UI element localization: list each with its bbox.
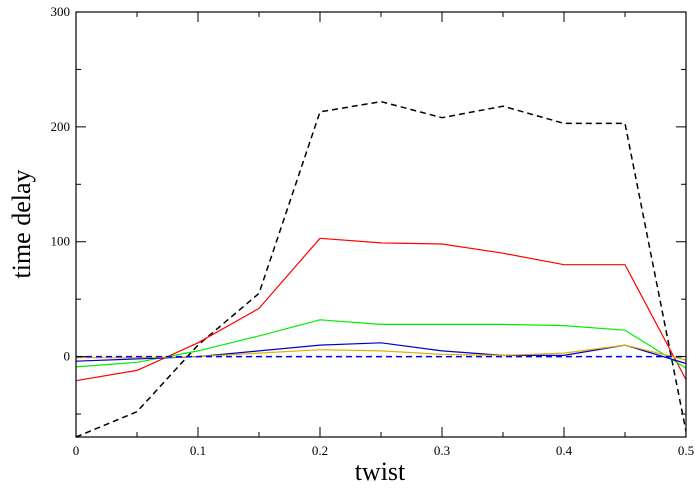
- x-tick-label: 0.2: [312, 443, 328, 458]
- y-tick-label: 200: [51, 119, 71, 134]
- y-tick-label: 0: [64, 349, 71, 364]
- axes-layer: 0 0.1 0.2 0.3 0.4 0.5 0 100 200 300: [51, 4, 695, 458]
- series-line-1: [75, 100, 687, 438]
- x-tick-label: 0.3: [434, 443, 450, 458]
- plot-frame: [75, 11, 687, 438]
- x-axis-label: twist: [355, 457, 406, 486]
- y-tick-label: 300: [51, 4, 71, 19]
- x-tick-label: 0.4: [556, 443, 573, 458]
- series-line-4: [75, 342, 687, 365]
- x-tick-label: 0.5: [678, 443, 694, 458]
- x-tick-label: 0.1: [190, 443, 206, 458]
- series-line-2: [75, 237, 687, 382]
- y-tick-label: 100: [51, 234, 71, 249]
- series-line-3: [75, 319, 687, 369]
- x-tick-label: 0: [73, 443, 80, 458]
- y-axis-label: time delay: [7, 169, 36, 278]
- series-layer: [75, 100, 687, 438]
